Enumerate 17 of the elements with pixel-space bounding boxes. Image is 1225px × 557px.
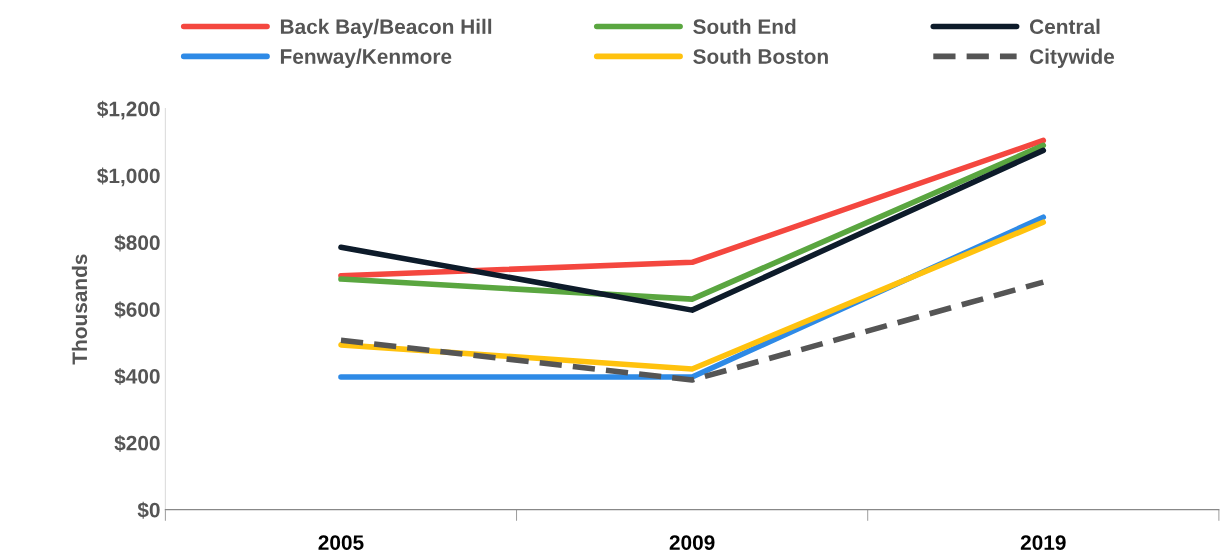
- legend-label: Citywide: [1029, 48, 1115, 69]
- y-tick-label: $600: [114, 301, 160, 319]
- legend-label: Central: [1029, 18, 1100, 35]
- y-tick-label: $0: [137, 501, 160, 519]
- y-tick-label: $1,200: [97, 100, 160, 120]
- legend-label: South End: [693, 18, 796, 35]
- legend-label: South Boston: [693, 48, 828, 64]
- x-tick-label: 2005: [318, 535, 364, 550]
- y-axis-title: Thousands: [71, 254, 88, 365]
- y-tick-label: $800: [114, 234, 160, 252]
- x-tick-label: 2009: [669, 535, 715, 550]
- legend-label: Fenway/Kenmore: [280, 48, 452, 69]
- y-tick-label: $200: [114, 434, 160, 452]
- x-tick-label: 2019: [1020, 535, 1066, 550]
- y-tick-label: $400: [114, 368, 160, 386]
- y-tick-label: $1,000: [97, 167, 160, 187]
- legend-label: Back Bay/Beacon Hill: [280, 18, 492, 39]
